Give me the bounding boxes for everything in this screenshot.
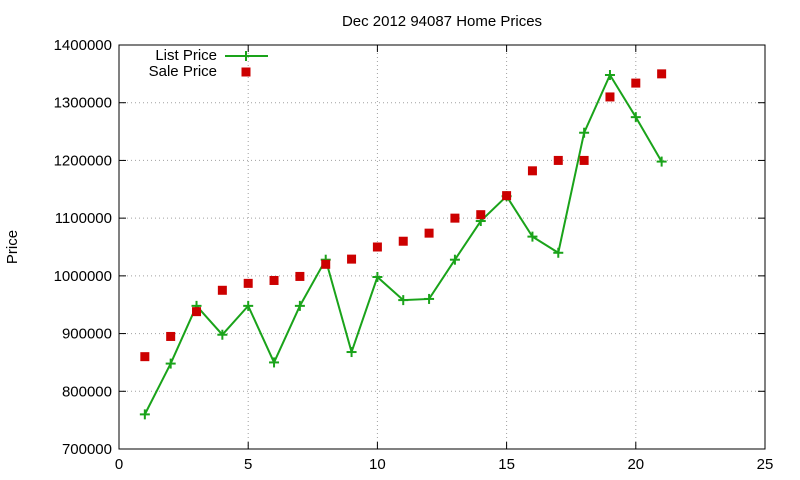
- list-price-point: [579, 127, 590, 138]
- axis-ticks: [118, 44, 766, 450]
- y-tick-label: 1200000: [54, 152, 112, 169]
- sale-price-point: [605, 92, 615, 102]
- sale-price-point: [527, 166, 537, 176]
- sale-price-point: [295, 271, 305, 281]
- sale-price-point: [269, 275, 279, 285]
- legend-marker-list-price: [241, 51, 251, 61]
- legend-label-sale-price: Sale Price: [149, 63, 217, 80]
- sale-price-point: [140, 352, 150, 362]
- y-tick-label: 900000: [62, 326, 112, 343]
- x-tick-label: 5: [244, 456, 252, 473]
- y-tick-label: 1100000: [55, 210, 112, 227]
- y-tick-label: 1400000: [54, 37, 112, 54]
- sale-price-point: [398, 236, 408, 246]
- x-tick-label: 20: [627, 456, 644, 473]
- sale-price-point: [631, 78, 641, 88]
- list-price-point: [553, 247, 564, 258]
- list-price-point: [630, 112, 641, 123]
- sale-price-point: [321, 259, 331, 269]
- sale-price-point: [217, 285, 227, 295]
- sale-price-point: [579, 155, 589, 165]
- legend-label-list-price: List Price: [155, 47, 217, 64]
- list-price-point: [165, 358, 176, 369]
- list-price-point: [656, 156, 667, 167]
- list-price-point: [372, 272, 383, 283]
- x-tick-label: 10: [369, 456, 386, 473]
- sale-price-point: [553, 155, 563, 165]
- y-tick-label: 800000: [62, 383, 112, 400]
- list-price-point: [139, 409, 150, 420]
- list-price-point: [398, 295, 409, 306]
- plot-frame: [118, 44, 766, 450]
- legend: List Price Sale Price: [149, 47, 268, 80]
- series-marks: [139, 69, 667, 420]
- list-price-point: [449, 254, 460, 265]
- list-price-point: [217, 329, 228, 340]
- list-price-point: [269, 357, 280, 368]
- x-tick-label: 0: [115, 456, 123, 473]
- sale-price-point: [476, 210, 486, 220]
- y-axis-label: Price: [4, 230, 21, 264]
- sale-price-point: [657, 69, 667, 79]
- sale-price-point: [192, 307, 202, 317]
- tick-labels: 700000 800000 900000 1000000 1100000 1200000 1…: [54, 37, 774, 473]
- sale-price-point: [372, 242, 382, 252]
- list-price-point: [346, 347, 357, 358]
- sale-price-point: [243, 278, 253, 288]
- sale-price-point: [347, 254, 357, 264]
- chart-title: Dec 2012 94087 Home Prices: [342, 13, 542, 30]
- y-tick-label: 1000000: [54, 268, 112, 285]
- list-price-point: [243, 300, 254, 311]
- list-price-point: [294, 300, 305, 311]
- list-price-point: [424, 293, 435, 304]
- sale-price-point: [450, 213, 460, 223]
- list-price-point: [604, 70, 615, 81]
- sale-price-point: [166, 331, 176, 341]
- y-tick-label: 1300000: [54, 95, 112, 112]
- sale-price-point: [424, 228, 434, 238]
- legend-marker-sale-price: [241, 67, 251, 77]
- list-price-point: [527, 231, 538, 242]
- sale-price-point: [502, 191, 512, 201]
- x-tick-label: 15: [498, 456, 515, 473]
- y-tick-label: 700000: [62, 441, 112, 458]
- grid-lines: [119, 45, 765, 449]
- x-tick-label: 25: [757, 456, 774, 473]
